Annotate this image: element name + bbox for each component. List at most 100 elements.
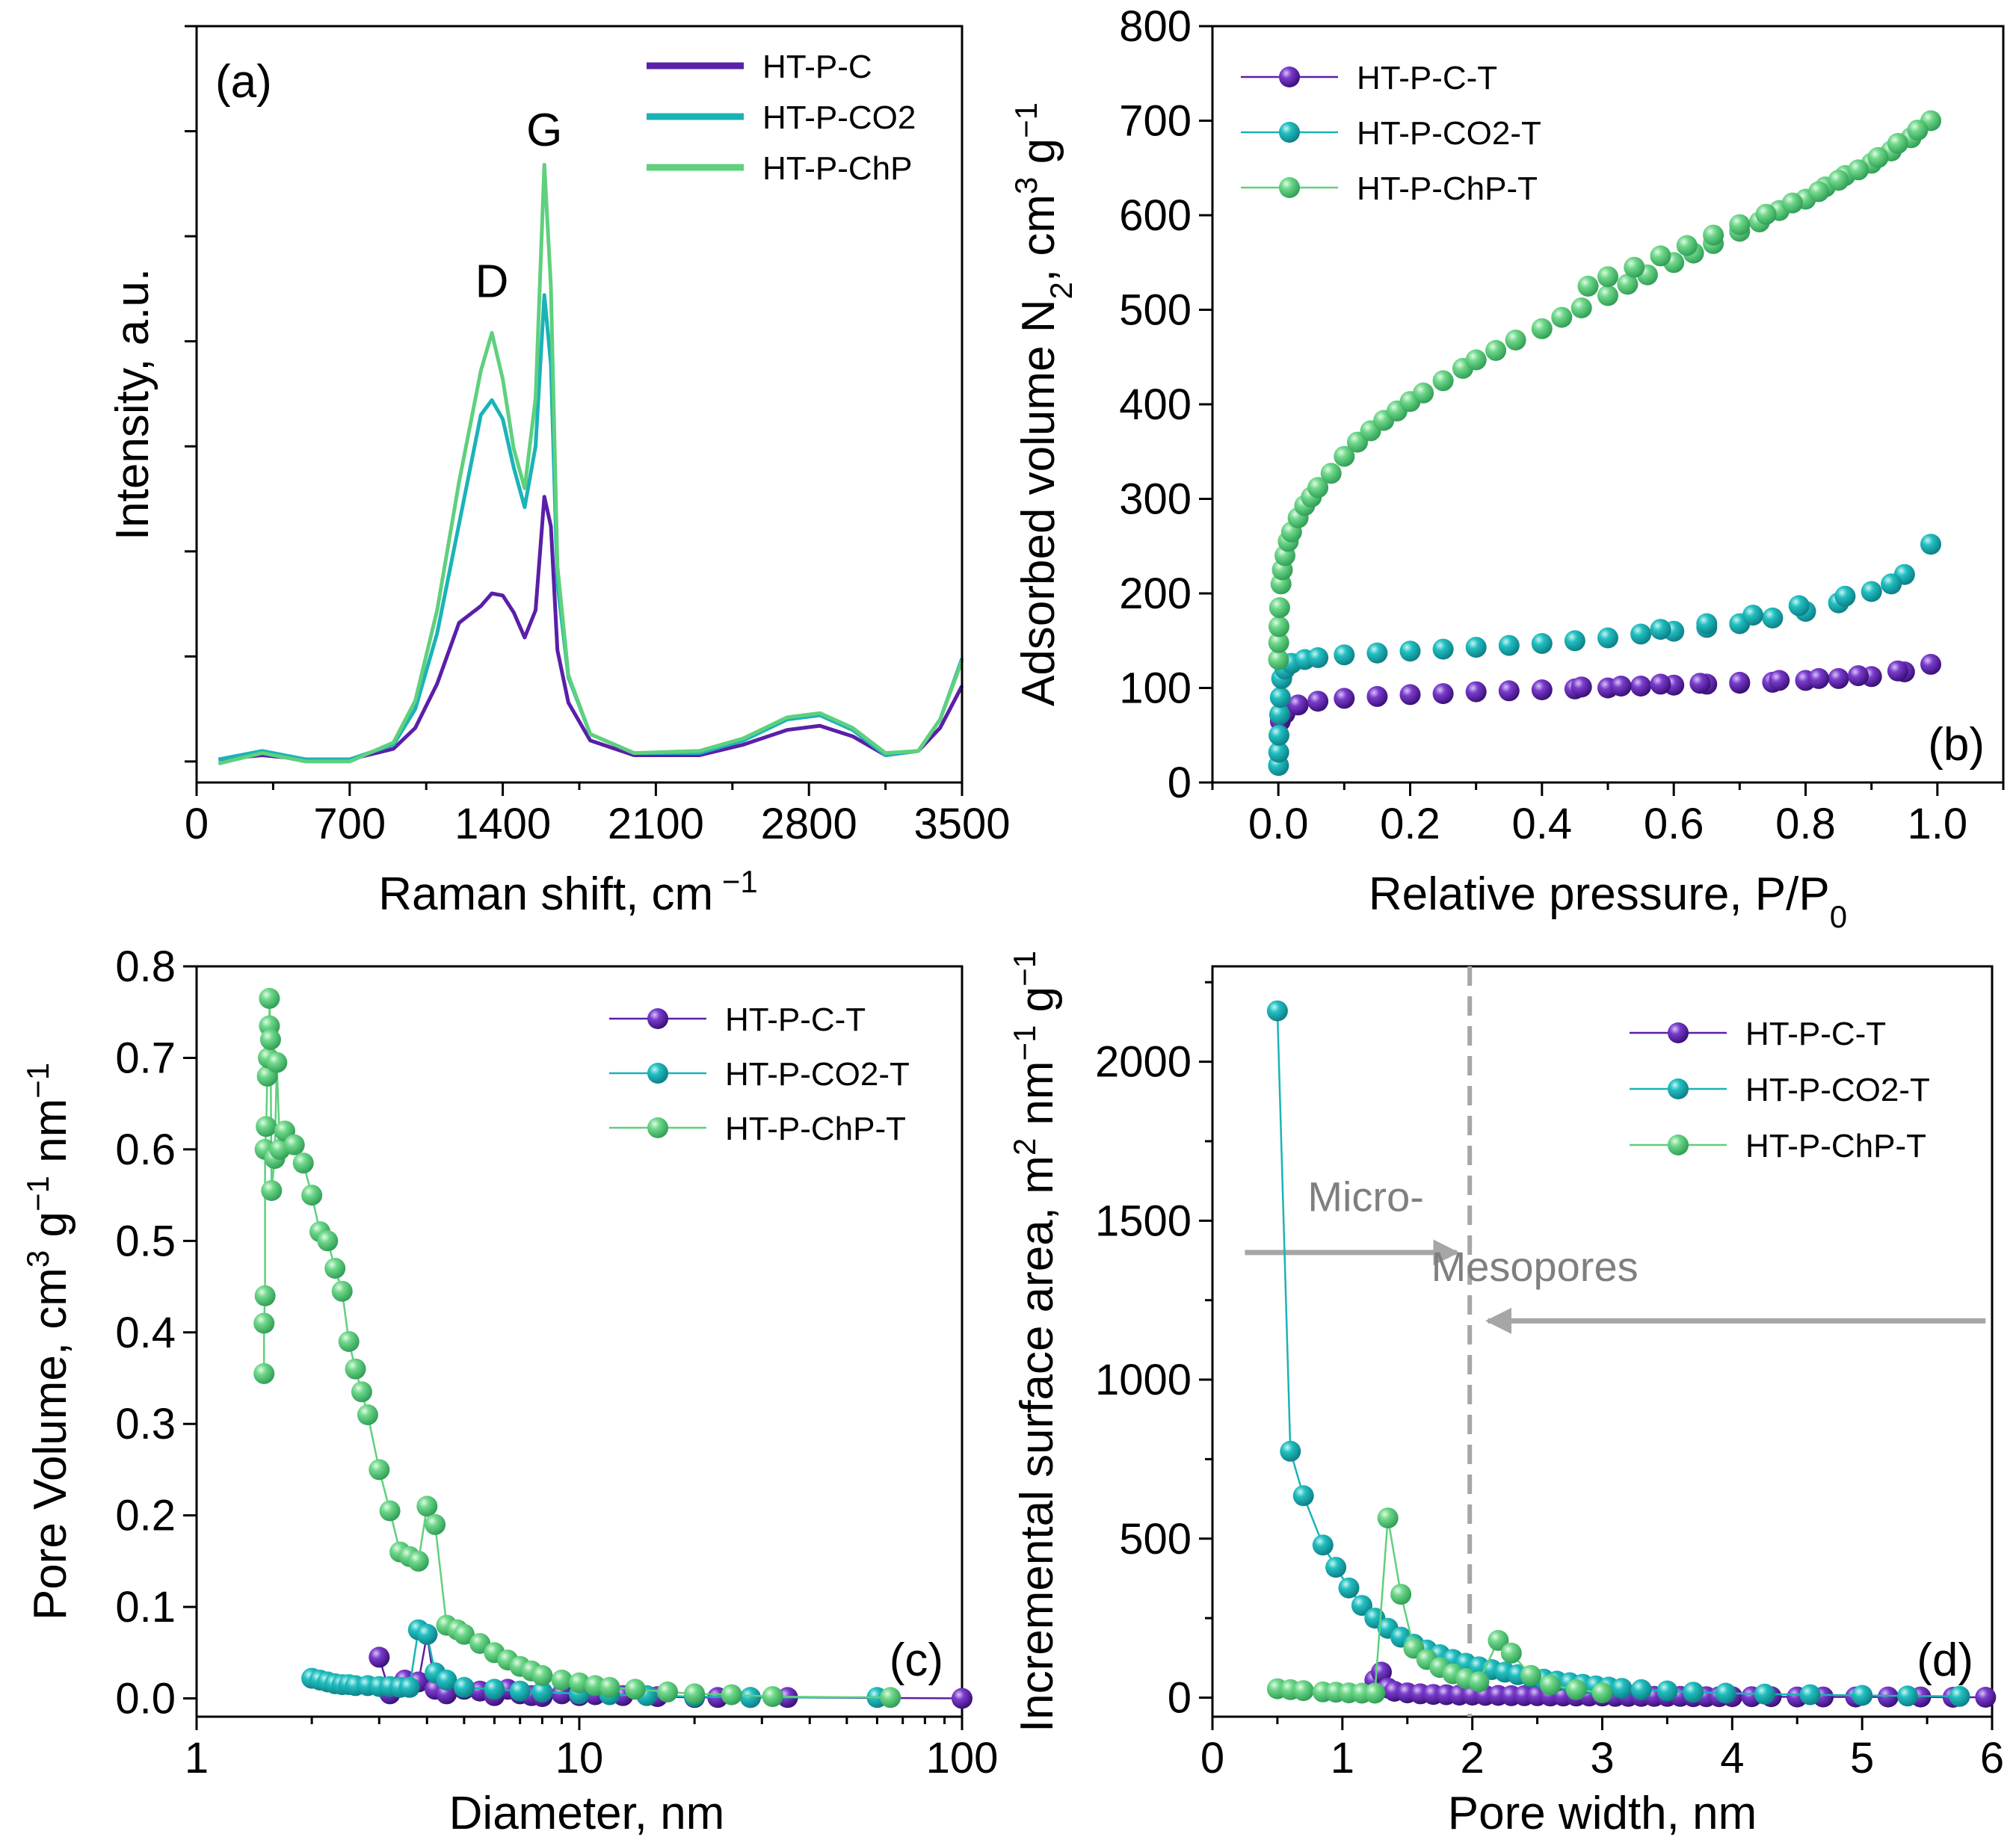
series-HT-P-CO2: [218, 293, 964, 762]
peak-label-G: G: [526, 105, 562, 156]
legend-label: HT-P-ChP-T: [725, 1111, 906, 1147]
data-point: [1769, 670, 1790, 691]
legend-swatch-marker: [1279, 177, 1300, 198]
data-point: [1808, 667, 1830, 689]
data-point: [436, 1670, 457, 1691]
data-point: [266, 1052, 288, 1073]
x-tick-label: 3: [1590, 1734, 1614, 1782]
legend-swatch-marker: [1668, 1134, 1689, 1155]
data-point: [1351, 1595, 1372, 1617]
data-point: [351, 1381, 372, 1403]
legend-swatch-marker: [1279, 67, 1300, 87]
data-point: [1907, 120, 1929, 141]
data-point: [292, 1152, 314, 1174]
x-tick-label: 4: [1720, 1734, 1744, 1782]
data-point: [261, 1180, 283, 1201]
data-point: [379, 1500, 401, 1522]
data-point: [1611, 1678, 1633, 1700]
data-point: [1266, 1000, 1288, 1022]
data-point: [1742, 605, 1763, 626]
data-point: [1531, 679, 1553, 700]
x-tick-label: 1400: [454, 800, 551, 848]
y-tick-label: 2000: [1095, 1038, 1192, 1087]
x-tick-label: 2100: [608, 800, 704, 848]
x-axis-label: Relative pressure, P/P0: [1369, 868, 1847, 934]
y-axis-label: Pore Volume, cm3 g−1 nm−1: [20, 1063, 77, 1620]
data-point: [1320, 463, 1342, 484]
x-tick-label: 10: [555, 1734, 604, 1782]
data-point: [317, 1230, 339, 1252]
data-point: [1676, 235, 1698, 256]
legend-label: HT-P-C-T: [1745, 1016, 1886, 1052]
data-point: [1630, 1679, 1652, 1700]
y-tick-label: 0: [1168, 1673, 1192, 1722]
data-point: [1650, 619, 1671, 640]
data-point: [1696, 613, 1718, 635]
y-tick-label: 800: [1119, 2, 1192, 51]
data-point: [1377, 1507, 1399, 1529]
y-tick-label: 0.2: [115, 1492, 176, 1540]
data-point: [1877, 1686, 1899, 1708]
data-point: [1887, 660, 1908, 682]
data-point: [551, 1670, 573, 1691]
data-point: [1292, 1680, 1314, 1702]
y-tick-label: 0.7: [115, 1034, 176, 1082]
data-point: [1808, 181, 1830, 203]
y-tick-label: 0.4: [115, 1309, 176, 1357]
data-point: [331, 1280, 353, 1302]
x-tick-label: 0.2: [1380, 800, 1440, 848]
data-point: [416, 1623, 438, 1645]
data-point: [1630, 676, 1652, 697]
y-tick-label: 300: [1119, 475, 1192, 524]
x-tick-label: 3500: [913, 800, 1010, 848]
data-point: [369, 1646, 390, 1668]
x-tick-label: 2: [1461, 1734, 1485, 1782]
data-point: [1269, 703, 1290, 725]
data-point: [1292, 1485, 1314, 1507]
plot-frame: [1211, 25, 2005, 784]
y-tick-label: 500: [1119, 1515, 1192, 1563]
data-point: [369, 1459, 390, 1481]
legend-swatch-marker: [1279, 122, 1300, 143]
data-point: [1828, 667, 1849, 689]
data-point: [569, 1672, 590, 1694]
legend-swatch-marker: [1668, 1078, 1689, 1099]
data-point: [1268, 632, 1289, 653]
data-point: [1799, 1684, 1821, 1705]
data-point: [1468, 1671, 1490, 1693]
data-point: [256, 1116, 277, 1137]
legend-swatch-marker: [647, 1008, 668, 1029]
legend-label: HT-P-CO2-T: [725, 1056, 910, 1093]
y-tick-label: 600: [1119, 191, 1192, 240]
data-point: [1465, 349, 1487, 371]
data-point: [253, 1312, 275, 1334]
y-tick-label: 0: [1168, 759, 1192, 807]
data-point: [1334, 688, 1355, 709]
data-point: [1498, 635, 1520, 656]
data-point: [1624, 256, 1645, 278]
data-point: [1366, 685, 1388, 707]
data-point: [1650, 245, 1671, 267]
region-label: Micro-: [1307, 1173, 1424, 1220]
x-tick-label: 0.0: [1248, 800, 1309, 848]
data-point: [1897, 1685, 1918, 1707]
panel-c-pore-volume: 1 10 100 0.0 0.1 0.2 0.3 0.4 0.5 0.6 0.7 0.8 (c) Diam…: [20, 942, 999, 1839]
data-point: [1762, 607, 1784, 629]
data-point: [531, 1664, 553, 1686]
series-HT-P-ChP-T: [1266, 1507, 1613, 1704]
data-point: [509, 1680, 531, 1702]
data-point: [259, 1029, 281, 1050]
data-point: [1689, 673, 1711, 694]
data-point: [684, 1683, 706, 1705]
x-tick-label: 0: [185, 800, 209, 848]
data-point: [1307, 647, 1329, 668]
data-point: [1520, 1664, 1541, 1686]
data-point: [1269, 724, 1289, 746]
legend-label: HT-P-C-T: [725, 1001, 866, 1038]
data-point: [657, 1681, 678, 1702]
x-tick-label: 100: [926, 1734, 999, 1782]
data-point: [531, 1681, 553, 1702]
data-point: [1390, 1584, 1412, 1605]
x-axis-label: Pore width, nm: [1448, 1788, 1757, 1839]
data-point: [1610, 676, 1632, 697]
